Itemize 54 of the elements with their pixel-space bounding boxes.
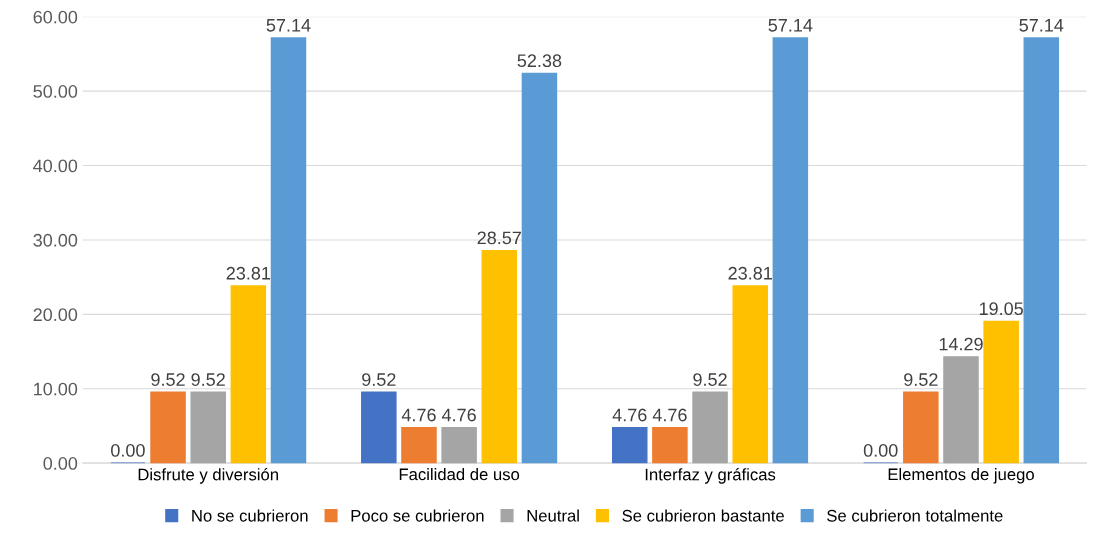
- data-label: 9.52: [362, 373, 396, 386]
- bar: [441, 427, 477, 464]
- data-label: 9.52: [904, 373, 938, 386]
- legend-label: Poco se cubrieron: [351, 509, 484, 522]
- legend-label: Se cubrieron totalmente: [827, 509, 1003, 522]
- y-tick-label: 50.00: [33, 85, 78, 98]
- bar: [401, 427, 437, 464]
- data-label: 23.81: [728, 266, 772, 280]
- data-label: 4.76: [652, 408, 687, 422]
- x-tick-label: Interfaz y gráficas: [645, 468, 776, 484]
- bar: [652, 427, 688, 464]
- data-label: 0.00: [863, 444, 898, 457]
- x-tick-label: Disfrute y diversión: [138, 468, 278, 484]
- bar: [903, 391, 939, 464]
- data-label: 19.05: [979, 302, 1023, 316]
- data-label: 9.52: [151, 373, 185, 386]
- data-label: 4.76: [401, 408, 436, 422]
- data-label: 9.52: [191, 373, 225, 386]
- legend-label: Se cubrieron bastante: [622, 509, 784, 522]
- bar: [190, 391, 226, 464]
- data-label: 57.14: [266, 19, 311, 32]
- bar: [692, 391, 728, 464]
- x-tick-label: Facilidad de uso: [399, 468, 520, 481]
- data-label: 0.00: [111, 444, 145, 457]
- bar: [732, 285, 768, 464]
- bar: [1023, 37, 1060, 464]
- bar: [230, 285, 267, 464]
- y-tick-label: 60.00: [33, 10, 78, 24]
- y-tick-label: 30.00: [33, 233, 78, 247]
- data-label: 4.76: [441, 408, 476, 422]
- bar: [611, 427, 648, 464]
- bar: [150, 391, 186, 464]
- x-tick-label: Elementos de juego: [888, 468, 1034, 484]
- bar: [772, 37, 809, 464]
- y-tick-label: 10.00: [34, 382, 78, 396]
- legend-label: No se cubrieron: [192, 509, 308, 522]
- bar: [521, 72, 558, 464]
- data-label: 52.38: [517, 54, 562, 68]
- data-label: 4.76: [612, 408, 647, 422]
- legend-label: Neutral: [527, 509, 579, 522]
- y-tick-label: 0.00: [43, 457, 78, 470]
- bar: [270, 37, 307, 464]
- y-tick-label: 40.00: [33, 159, 78, 173]
- bar: [943, 356, 979, 464]
- y-tick-label: 20.00: [33, 308, 78, 322]
- data-label: 14.29: [939, 337, 983, 351]
- data-label: 57.14: [768, 19, 813, 32]
- data-label: 28.57: [477, 231, 521, 245]
- bar: [481, 249, 518, 464]
- bar: [361, 391, 397, 464]
- bar: [983, 320, 1019, 464]
- data-label: 23.81: [226, 266, 271, 280]
- data-label: 9.52: [693, 373, 727, 386]
- data-label: 57.14: [1019, 19, 1064, 32]
